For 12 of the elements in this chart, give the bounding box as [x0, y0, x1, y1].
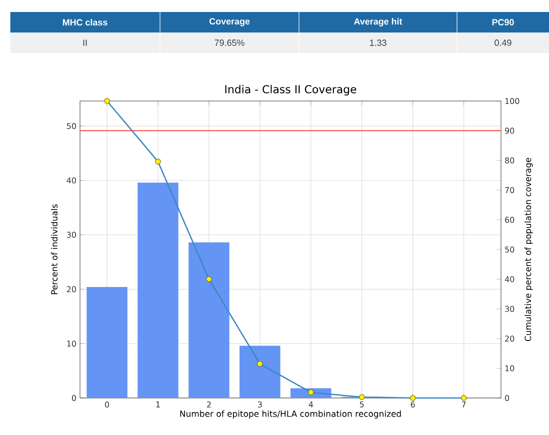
- text: 0.49: [494, 40, 512, 46]
- text: Average hit: [354, 18, 402, 26]
- text: PC90: [492, 19, 514, 26]
- text: II: [83, 40, 87, 46]
- x-axis-title: Number of epitope hits/HLA combination recognized: [180, 410, 401, 419]
- text: Coverage: [209, 18, 250, 26]
- text: 1.33: [370, 40, 386, 46]
- chart-title: India - Class II Coverage: [225, 84, 356, 96]
- y-axis-title: Percent of individuals: [50, 204, 58, 294]
- text: MHC class: [62, 18, 108, 26]
- y2-axis-title: Cumulative percent of population coverage: [524, 158, 533, 342]
- text: 79.65%: [214, 40, 244, 46]
